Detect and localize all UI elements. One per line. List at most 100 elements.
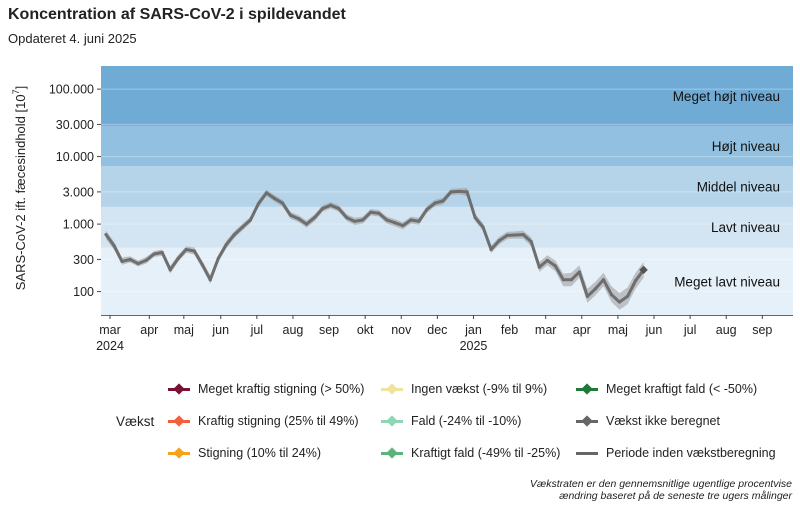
data-point-43 bbox=[449, 190, 453, 194]
x-axis: mar 2024 apr maj jun jul aug sep okt nov dec jan 202… bbox=[96, 315, 793, 353]
data-point-27 bbox=[321, 206, 325, 211]
data-point-3 bbox=[128, 257, 132, 261]
data-point-4 bbox=[136, 261, 140, 266]
legend-swatch bbox=[168, 415, 190, 427]
y-tick-label-5: 300 bbox=[73, 253, 94, 267]
series-points-group bbox=[104, 189, 648, 304]
data-point-15 bbox=[224, 242, 228, 247]
y-tick-label-3: 3.000 bbox=[63, 185, 94, 199]
data-point-10 bbox=[184, 247, 188, 252]
x-tick-label-5: aug bbox=[283, 323, 304, 337]
data-point-50 bbox=[505, 233, 509, 238]
chart-title: Koncentration af SARS-CoV-2 i spildevand… bbox=[8, 6, 346, 23]
data-point-1 bbox=[112, 244, 116, 248]
x-tick-label-0: mar bbox=[99, 323, 121, 337]
y-axis: 100.000 30.000 10.000 3.000 1.000 300 100 bbox=[49, 83, 101, 299]
data-point-16 bbox=[232, 232, 236, 237]
series-line-group bbox=[104, 189, 645, 304]
x-tick-label-1: apr bbox=[140, 323, 158, 337]
band-label-2: Middel niveau bbox=[697, 180, 780, 195]
data-point-47 bbox=[481, 225, 485, 229]
data-point-20 bbox=[264, 191, 269, 195]
band-2 bbox=[101, 166, 793, 207]
legend-item-kraftigt-fald: Kraftigt fald (-49% til -25%) bbox=[381, 446, 560, 460]
chart-subtitle: Opdateret 4. juni 2025 bbox=[8, 31, 137, 46]
data-point-13 bbox=[208, 278, 212, 282]
data-point-55 bbox=[545, 258, 549, 262]
legend-item-fald: Fald (-24% til -10%) bbox=[381, 414, 521, 428]
x-year-label-0: 2024 bbox=[96, 339, 124, 353]
data-point-52 bbox=[521, 232, 525, 237]
band-1 bbox=[101, 206, 793, 248]
legend-label: Stigning (10% til 24%) bbox=[198, 446, 321, 460]
data-point-34 bbox=[377, 211, 381, 215]
legend-label: Periode inden vækstberegning bbox=[606, 446, 776, 460]
legend-item-meget-kraftig-stigning: Meget kraftig stigning (> 50%) bbox=[168, 382, 364, 396]
series-line bbox=[104, 189, 645, 304]
data-point-39 bbox=[417, 219, 421, 223]
data-point-18 bbox=[248, 218, 253, 222]
data-point-6 bbox=[152, 252, 156, 256]
legend-label: Kraftigt fald (-49% til -25%) bbox=[411, 446, 561, 460]
gridlines bbox=[101, 88, 793, 293]
level-bands bbox=[101, 66, 793, 315]
footnote-line-2: ændring baseret på de seneste tre ugers … bbox=[559, 490, 792, 502]
data-point-31 bbox=[353, 219, 357, 223]
band-label-1: Lavt niveau bbox=[711, 220, 780, 235]
data-point-61 bbox=[593, 287, 598, 291]
data-point-25 bbox=[304, 222, 309, 226]
y-tick-label-0: 100.000 bbox=[49, 83, 94, 97]
band-0 bbox=[101, 247, 793, 315]
data-point-11 bbox=[192, 249, 196, 253]
data-point-54 bbox=[537, 265, 541, 269]
x-tick-label-17: aug bbox=[716, 323, 737, 337]
data-point-48 bbox=[489, 247, 493, 252]
y-tick-label-6: 100 bbox=[73, 285, 94, 299]
data-point-37 bbox=[401, 224, 405, 228]
data-point-51 bbox=[513, 233, 517, 237]
x-tick-label-14: maj bbox=[608, 323, 628, 337]
legend-item-vaekst-ikke-beregnet: Vækst ikke beregnet bbox=[576, 414, 720, 428]
data-point-46 bbox=[473, 215, 477, 220]
data-point-49 bbox=[497, 238, 501, 243]
data-point-64 bbox=[617, 300, 622, 304]
band-label-3: Højt niveau bbox=[712, 139, 780, 154]
legend-label: Ingen vækst (-9% til 9%) bbox=[411, 382, 548, 396]
data-point-2 bbox=[120, 259, 124, 264]
x-tick-label-6: sep bbox=[319, 323, 339, 337]
legend-swatch bbox=[168, 383, 190, 395]
data-point-5 bbox=[144, 258, 148, 262]
x-tick-label-11: feb bbox=[501, 323, 518, 337]
x-tick-label-4: jul bbox=[250, 323, 264, 337]
data-point-63 bbox=[609, 293, 614, 297]
data-point-45 bbox=[465, 190, 469, 194]
x-tick-label-10: jan bbox=[464, 323, 482, 337]
data-point-42 bbox=[441, 199, 445, 203]
legend-label: Meget kraftigt fald (< -50%) bbox=[606, 382, 758, 396]
data-point-36 bbox=[393, 221, 397, 225]
legend-label: Vækst ikke beregnet bbox=[606, 414, 720, 428]
data-point-44 bbox=[457, 189, 461, 194]
data-point-57 bbox=[561, 278, 565, 282]
data-point-30 bbox=[345, 215, 349, 220]
data-point-62 bbox=[601, 278, 606, 282]
x-tick-label-13: apr bbox=[573, 323, 591, 337]
data-point-8 bbox=[168, 268, 172, 272]
data-point-24 bbox=[296, 217, 301, 221]
data-point-66 bbox=[633, 279, 638, 283]
data-point-33 bbox=[369, 210, 373, 214]
legend-item-kraftig-stigning: Kraftig stigning (25% til 49%) bbox=[168, 414, 359, 428]
footnote: Vækstraten er den gennemsnitlige ugentli… bbox=[530, 478, 792, 502]
data-point-14 bbox=[216, 256, 220, 261]
data-point-29 bbox=[337, 206, 341, 211]
data-point-35 bbox=[385, 218, 389, 222]
data-point-23 bbox=[288, 213, 293, 217]
x-tick-label-3: jun bbox=[211, 323, 229, 337]
data-point-12 bbox=[200, 263, 204, 267]
x-tick-label-12: mar bbox=[535, 323, 557, 337]
y-axis-label: SARS-CoV-2 ift. fæcesindhold [107] bbox=[11, 86, 28, 290]
data-point-65 bbox=[625, 294, 630, 298]
data-point-26 bbox=[313, 215, 317, 220]
legend-swatch bbox=[168, 447, 190, 459]
last-data-point bbox=[639, 265, 648, 275]
